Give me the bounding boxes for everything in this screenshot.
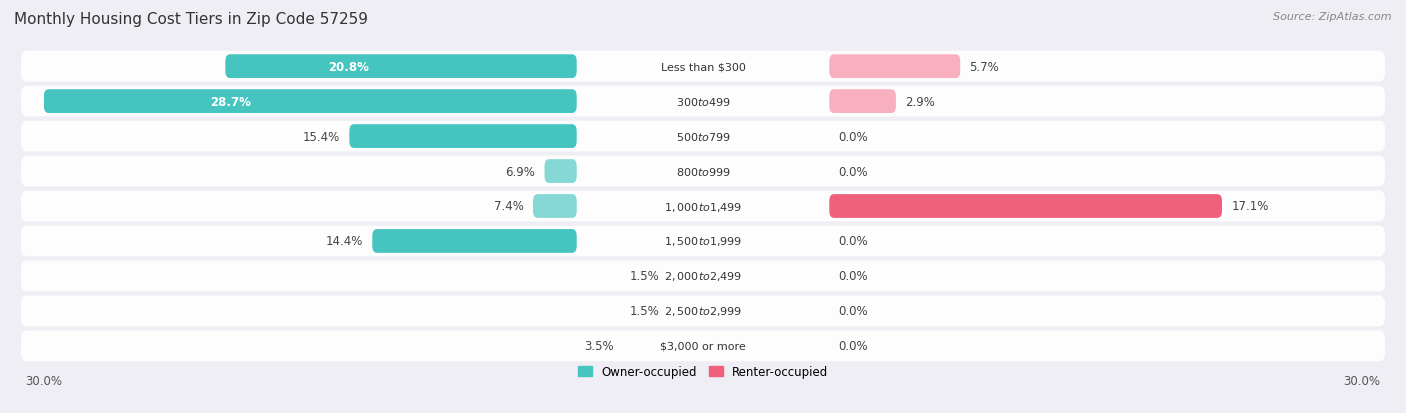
FancyBboxPatch shape xyxy=(349,125,576,149)
Text: 0.0%: 0.0% xyxy=(838,165,868,178)
Text: 1.5%: 1.5% xyxy=(630,305,659,318)
Text: $300 to $499: $300 to $499 xyxy=(675,96,731,108)
Text: $2,000 to $2,499: $2,000 to $2,499 xyxy=(664,270,742,283)
FancyBboxPatch shape xyxy=(21,296,1385,326)
Text: 1.5%: 1.5% xyxy=(630,270,659,283)
Text: $2,500 to $2,999: $2,500 to $2,999 xyxy=(664,305,742,318)
Text: 15.4%: 15.4% xyxy=(302,130,340,143)
Text: 0.0%: 0.0% xyxy=(838,339,868,352)
Text: 30.0%: 30.0% xyxy=(1344,374,1381,387)
Legend: Owner-occupied, Renter-occupied: Owner-occupied, Renter-occupied xyxy=(572,360,834,383)
FancyBboxPatch shape xyxy=(544,160,576,183)
FancyBboxPatch shape xyxy=(21,156,1385,187)
FancyBboxPatch shape xyxy=(44,90,576,114)
Text: $800 to $999: $800 to $999 xyxy=(675,166,731,178)
Text: $1,500 to $1,999: $1,500 to $1,999 xyxy=(664,235,742,248)
Text: $1,000 to $1,499: $1,000 to $1,499 xyxy=(664,200,742,213)
Text: 0.0%: 0.0% xyxy=(838,305,868,318)
Text: 30.0%: 30.0% xyxy=(25,374,62,387)
Text: 3.5%: 3.5% xyxy=(583,339,613,352)
Text: 14.4%: 14.4% xyxy=(326,235,363,248)
Text: 2.9%: 2.9% xyxy=(905,95,935,108)
Text: 5.7%: 5.7% xyxy=(969,61,1000,74)
Text: 7.4%: 7.4% xyxy=(494,200,524,213)
FancyBboxPatch shape xyxy=(21,226,1385,257)
Text: $3,000 or more: $3,000 or more xyxy=(661,341,745,351)
FancyBboxPatch shape xyxy=(533,195,576,218)
FancyBboxPatch shape xyxy=(21,121,1385,152)
FancyBboxPatch shape xyxy=(21,52,1385,82)
Text: 17.1%: 17.1% xyxy=(1232,200,1268,213)
FancyBboxPatch shape xyxy=(21,261,1385,292)
Text: Less than $300: Less than $300 xyxy=(661,62,745,72)
Text: 0.0%: 0.0% xyxy=(838,235,868,248)
FancyBboxPatch shape xyxy=(21,331,1385,361)
FancyBboxPatch shape xyxy=(373,230,576,253)
Text: $500 to $799: $500 to $799 xyxy=(675,131,731,143)
FancyBboxPatch shape xyxy=(225,55,576,79)
Text: 0.0%: 0.0% xyxy=(838,270,868,283)
FancyBboxPatch shape xyxy=(830,195,1222,218)
FancyBboxPatch shape xyxy=(830,90,896,114)
Text: 20.8%: 20.8% xyxy=(328,61,368,74)
FancyBboxPatch shape xyxy=(21,87,1385,117)
Text: Monthly Housing Cost Tiers in Zip Code 57259: Monthly Housing Cost Tiers in Zip Code 5… xyxy=(14,12,368,27)
Text: 0.0%: 0.0% xyxy=(838,130,868,143)
Text: Source: ZipAtlas.com: Source: ZipAtlas.com xyxy=(1274,12,1392,22)
Text: 6.9%: 6.9% xyxy=(506,165,536,178)
FancyBboxPatch shape xyxy=(830,55,960,79)
Text: 28.7%: 28.7% xyxy=(209,95,250,108)
FancyBboxPatch shape xyxy=(21,191,1385,222)
